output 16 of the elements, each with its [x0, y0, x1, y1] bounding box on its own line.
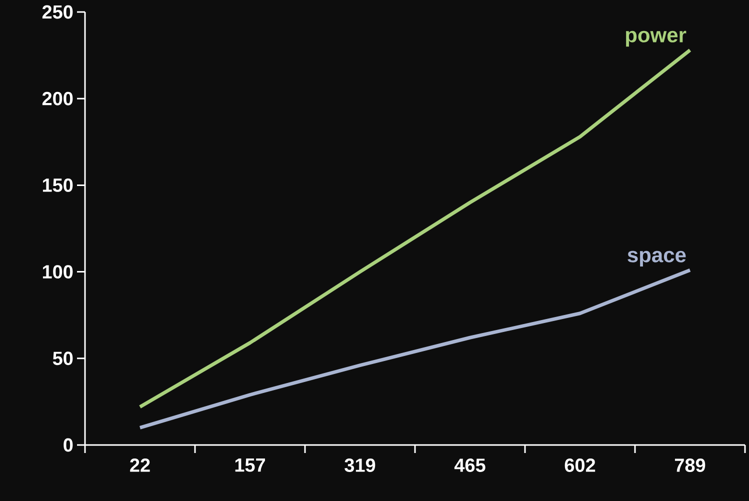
y-tick-label: 150	[42, 178, 73, 192]
x-tick-label: 22	[130, 458, 150, 472]
y-tick-label: 0	[64, 438, 73, 452]
line-series	[138, 48, 692, 409]
x-tick-label: 602	[564, 458, 596, 472]
series-label: space	[628, 250, 686, 267]
y-tick-label: 200	[42, 92, 73, 106]
y-tick-label: 50	[52, 352, 73, 366]
x-tick-label: 465	[454, 458, 486, 472]
line-series	[138, 268, 692, 430]
series-label: power	[626, 30, 686, 47]
x-tick-label: 319	[344, 458, 376, 472]
y-tick-label: 100	[42, 265, 73, 279]
y-tick-label: 250	[42, 5, 73, 19]
x-tick-label: 789	[674, 458, 706, 472]
x-tick-label: 157	[235, 458, 266, 472]
